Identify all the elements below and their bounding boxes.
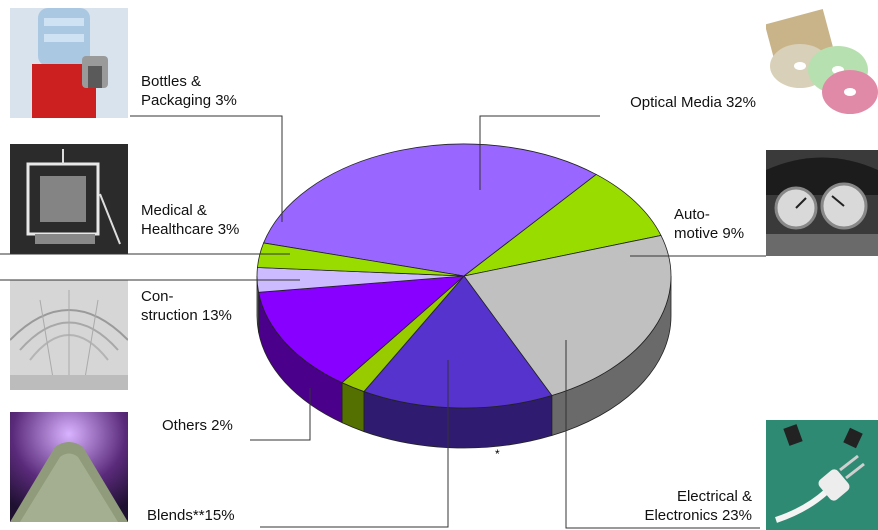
slice-label-bottles: Bottles & Packaging 3% bbox=[141, 73, 237, 109]
leader-line-others bbox=[250, 388, 311, 441]
granules-photo bbox=[10, 412, 128, 522]
slice-label-electrical: Electrical & Electronics 23% bbox=[644, 488, 752, 524]
slice-constr bbox=[258, 275, 466, 384]
slice-bottles bbox=[256, 242, 465, 277]
pie-top bbox=[256, 143, 672, 409]
slice-blends bbox=[363, 275, 553, 409]
glass-roof-photo bbox=[10, 280, 128, 390]
slice-label-others: Others 2% bbox=[162, 417, 233, 434]
water-bottle-photo bbox=[10, 8, 128, 118]
leader-lines bbox=[0, 115, 766, 529]
slice-label-blends: Blends**15% bbox=[147, 507, 235, 524]
slice-auto bbox=[463, 173, 662, 277]
leader-line-optical bbox=[479, 115, 600, 190]
slice-label-medical: Medical & Healthcare 3% bbox=[141, 202, 240, 238]
medical-equipment-photo bbox=[10, 144, 128, 254]
slice-label-automotive: Auto- motive 9% bbox=[674, 206, 745, 242]
dashboard-photo bbox=[766, 150, 878, 256]
slice-optical bbox=[263, 143, 597, 277]
power-plug-photo bbox=[766, 420, 878, 530]
leader-line-elec bbox=[565, 340, 760, 529]
footnote-marker: * bbox=[495, 447, 500, 461]
leader-line-blends bbox=[260, 360, 449, 528]
cd-discs-photo bbox=[766, 8, 878, 118]
slice-label-construction: Con- struction 13% bbox=[141, 288, 232, 324]
slice-label-optical: Optical Media 32% bbox=[630, 94, 756, 111]
leader-line-bottles bbox=[130, 115, 283, 222]
